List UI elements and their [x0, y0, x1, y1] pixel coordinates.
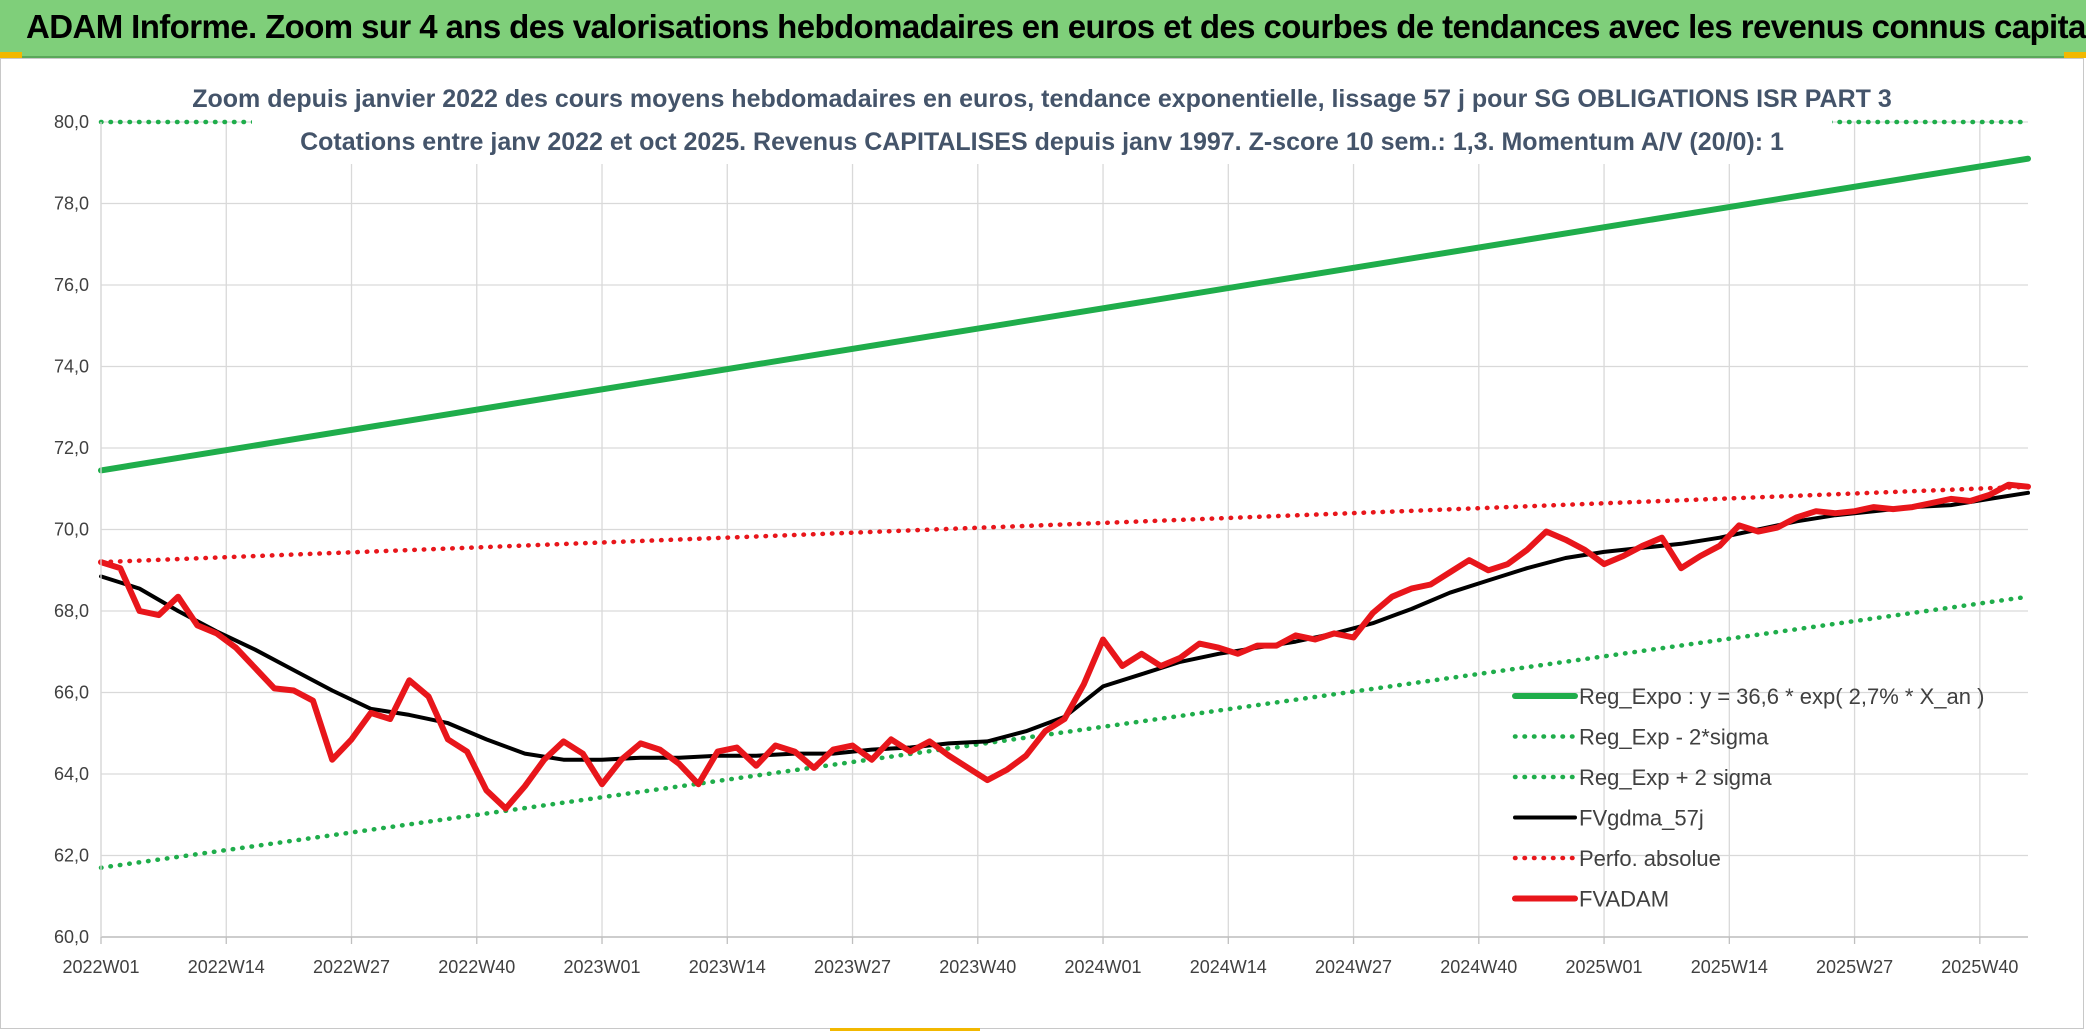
chart-grid [100, 121, 2028, 938]
x-tick-label: 2025W01 [1566, 957, 1643, 977]
report-banner: ADAM Informe. Zoom sur 4 ans des valoris… [0, 0, 2086, 58]
x-tick-label: 2025W27 [1816, 957, 1893, 977]
y-tick-label: 80,0 [54, 112, 89, 132]
y-tick-label: 64,0 [54, 764, 89, 784]
chart-series [98, 119, 2031, 870]
chart-frame [0, 58, 2084, 1029]
y-tick-label: 68,0 [54, 601, 89, 621]
y-tick-label: 74,0 [54, 357, 89, 377]
y-tick-label: 62,0 [54, 846, 89, 866]
title-backdrop [252, 78, 1832, 164]
chart-title: Zoom depuis janvier 2022 des cours moyen… [192, 85, 1892, 113]
chart-legend: Reg_Expo : y = 36,6 * exp( 2,7% * X_an )… [1512, 684, 1984, 912]
x-tick-label: 2024W40 [1440, 957, 1517, 977]
x-tick-label: 2024W14 [1190, 957, 1267, 977]
chart-axes: 60,0 62,0 64,0 66,0 68,0 70,0 72,0 74,0 76,0 78,0… [54, 112, 2028, 977]
legend-label-0: Reg_Expo : y = 36,6 * exp( 2,7% * X_an ) [1579, 684, 1984, 709]
legend-label-5: FVADAM [1579, 887, 1669, 912]
x-tick-label: 2022W40 [438, 957, 515, 977]
x-tick-label: 2023W40 [939, 957, 1016, 977]
x-tick-label: 2022W27 [313, 957, 390, 977]
corner-accent-left [0, 52, 22, 58]
x-tick-label: 2023W01 [563, 957, 640, 977]
x-tick-label: 2024W01 [1065, 957, 1142, 977]
legend-label-3: FVgdma_57j [1579, 806, 1704, 831]
chart-titles: Zoom depuis janvier 2022 des cours moyen… [192, 78, 1892, 164]
corner-accent-right [2064, 52, 2086, 58]
legend-label-4: Perfo. absolue [1579, 846, 1721, 871]
series-line-4 [98, 484, 2031, 565]
bottom-accent [830, 1028, 980, 1031]
x-tick-label: 2022W14 [188, 957, 265, 977]
series-line-1 [98, 594, 2031, 870]
x-tick-label: 2022W01 [62, 957, 139, 977]
y-tick-label: 70,0 [54, 520, 89, 540]
report-title: ADAM Informe. Zoom sur 4 ans des valoris… [26, 8, 2086, 45]
y-tick-label: 78,0 [54, 194, 89, 214]
x-tick-label: 2023W27 [814, 957, 891, 977]
y-tick-label: 60,0 [54, 927, 89, 947]
y-tick-label: 66,0 [54, 683, 89, 703]
x-tick-label: 2024W27 [1315, 957, 1392, 977]
y-tick-label: 72,0 [54, 438, 89, 458]
x-tick-label: 2025W14 [1691, 957, 1768, 977]
series-line-5 [98, 481, 2031, 812]
legend-label-1: Reg_Exp - 2*sigma [1579, 725, 1769, 750]
chart-subtitle: Cotations entre janv 2022 et oct 2025. R… [300, 128, 1784, 156]
legend-label-2: Reg_Exp + 2 sigma [1579, 765, 1772, 790]
y-tick-label: 76,0 [54, 275, 89, 295]
series-line-0 [98, 155, 2031, 474]
x-tick-label: 2023W14 [689, 957, 766, 977]
x-tick-label: 2025W40 [1941, 957, 2018, 977]
